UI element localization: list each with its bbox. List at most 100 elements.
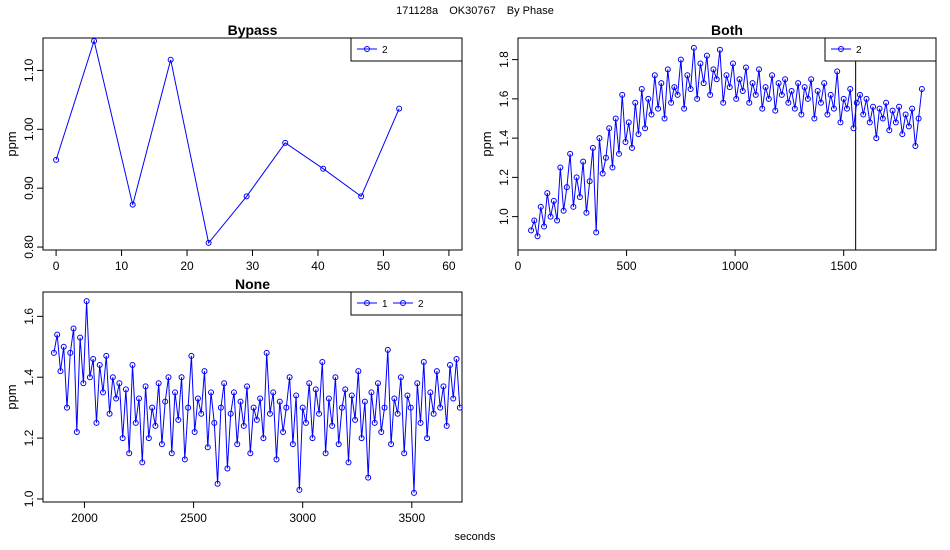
- data-point: [443, 422, 450, 429]
- data-point: [211, 419, 218, 426]
- data-point: [664, 66, 671, 73]
- data-point: [162, 398, 169, 405]
- data-point: [83, 298, 90, 305]
- x-tick-label: 1000: [722, 259, 749, 273]
- data-point: [541, 223, 548, 230]
- data-point: [830, 105, 837, 112]
- data-point: [417, 419, 424, 426]
- data-point: [335, 441, 342, 448]
- series-2: [53, 37, 403, 246]
- data-point: [785, 99, 792, 106]
- series-2: [528, 44, 925, 240]
- data-point: [563, 184, 570, 191]
- plot-frame: [517, 37, 937, 251]
- data-point: [250, 404, 257, 411]
- data-point: [912, 142, 919, 149]
- data-point: [729, 60, 736, 67]
- data-point: [103, 352, 110, 359]
- data-point: [332, 374, 339, 381]
- data-point: [814, 88, 821, 94]
- data-point: [752, 91, 759, 98]
- data-point: [158, 441, 165, 448]
- data-point: [433, 368, 440, 375]
- data-point: [348, 392, 355, 399]
- legend-swatch-marker: [400, 300, 406, 306]
- data-point: [804, 95, 811, 102]
- data-point: [834, 68, 841, 75]
- data-point: [850, 125, 857, 132]
- legend-box: [350, 37, 463, 62]
- data-point: [756, 66, 763, 73]
- data-point: [560, 207, 567, 214]
- data-point: [619, 91, 626, 98]
- data-point: [700, 80, 707, 87]
- data-point: [791, 105, 798, 112]
- data-point: [404, 392, 411, 399]
- data-point: [625, 119, 632, 126]
- data-point: [122, 386, 129, 393]
- data-point: [191, 429, 198, 435]
- plot-frame: [42, 37, 463, 251]
- data-point: [230, 389, 237, 396]
- data-point: [681, 105, 688, 112]
- data-point: [316, 410, 323, 417]
- data-point: [632, 99, 639, 106]
- y-tick-label: 1.0: [22, 490, 36, 507]
- data-point: [257, 395, 264, 402]
- data-point: [599, 170, 606, 177]
- x-tick-label: 500: [617, 259, 637, 273]
- y-tick-label: 1.6: [22, 308, 36, 325]
- y-tick-label: 1.0: [497, 208, 511, 225]
- data-point: [378, 429, 385, 435]
- plot-frame: [42, 291, 463, 503]
- x-tick-label: 1500: [830, 259, 857, 273]
- data-point: [282, 139, 289, 146]
- data-point: [266, 410, 273, 417]
- data-point: [567, 150, 574, 157]
- legend: 2: [824, 37, 937, 62]
- data-point: [410, 489, 417, 496]
- panel-title: None: [235, 276, 270, 292]
- data-point: [651, 72, 658, 79]
- y-tick-label: 1.4: [497, 129, 511, 146]
- data-point: [772, 107, 779, 114]
- data-point: [168, 450, 175, 457]
- data-point: [309, 435, 316, 442]
- y-tick-label: 1.00: [22, 117, 36, 141]
- panel-title: Both: [711, 22, 743, 38]
- data-point: [96, 362, 103, 369]
- data-point: [181, 456, 188, 463]
- data-point: [91, 37, 98, 44]
- data-point: [870, 103, 877, 110]
- x-tick-label: 2500: [180, 511, 207, 525]
- data-point: [860, 111, 867, 118]
- data-point: [782, 76, 789, 83]
- data-point: [593, 229, 600, 236]
- data-point: [358, 435, 365, 442]
- data-point: [325, 395, 332, 402]
- data-point: [837, 119, 844, 126]
- data-point: [155, 380, 162, 387]
- data-point: [612, 115, 619, 122]
- y-axis-label: ppm: [479, 131, 494, 156]
- data-point: [726, 84, 733, 91]
- data-point: [149, 404, 156, 411]
- data-point: [684, 72, 691, 79]
- data-point: [178, 374, 185, 381]
- data-point: [129, 201, 136, 208]
- data-point: [430, 410, 437, 417]
- x-tick-label: 3500: [398, 511, 425, 525]
- data-point: [93, 419, 100, 426]
- x-tick-label: 30: [246, 259, 260, 273]
- data-point: [902, 111, 909, 118]
- data-point: [388, 441, 395, 448]
- data-point: [205, 239, 212, 246]
- data-point: [355, 368, 362, 375]
- data-point: [57, 368, 64, 375]
- data-point: [401, 450, 408, 457]
- data-point: [329, 422, 336, 429]
- y-tick-label: 1.10: [22, 58, 36, 82]
- data-point: [821, 80, 828, 87]
- data-point: [769, 72, 776, 79]
- x-tick-label: 2000: [71, 511, 98, 525]
